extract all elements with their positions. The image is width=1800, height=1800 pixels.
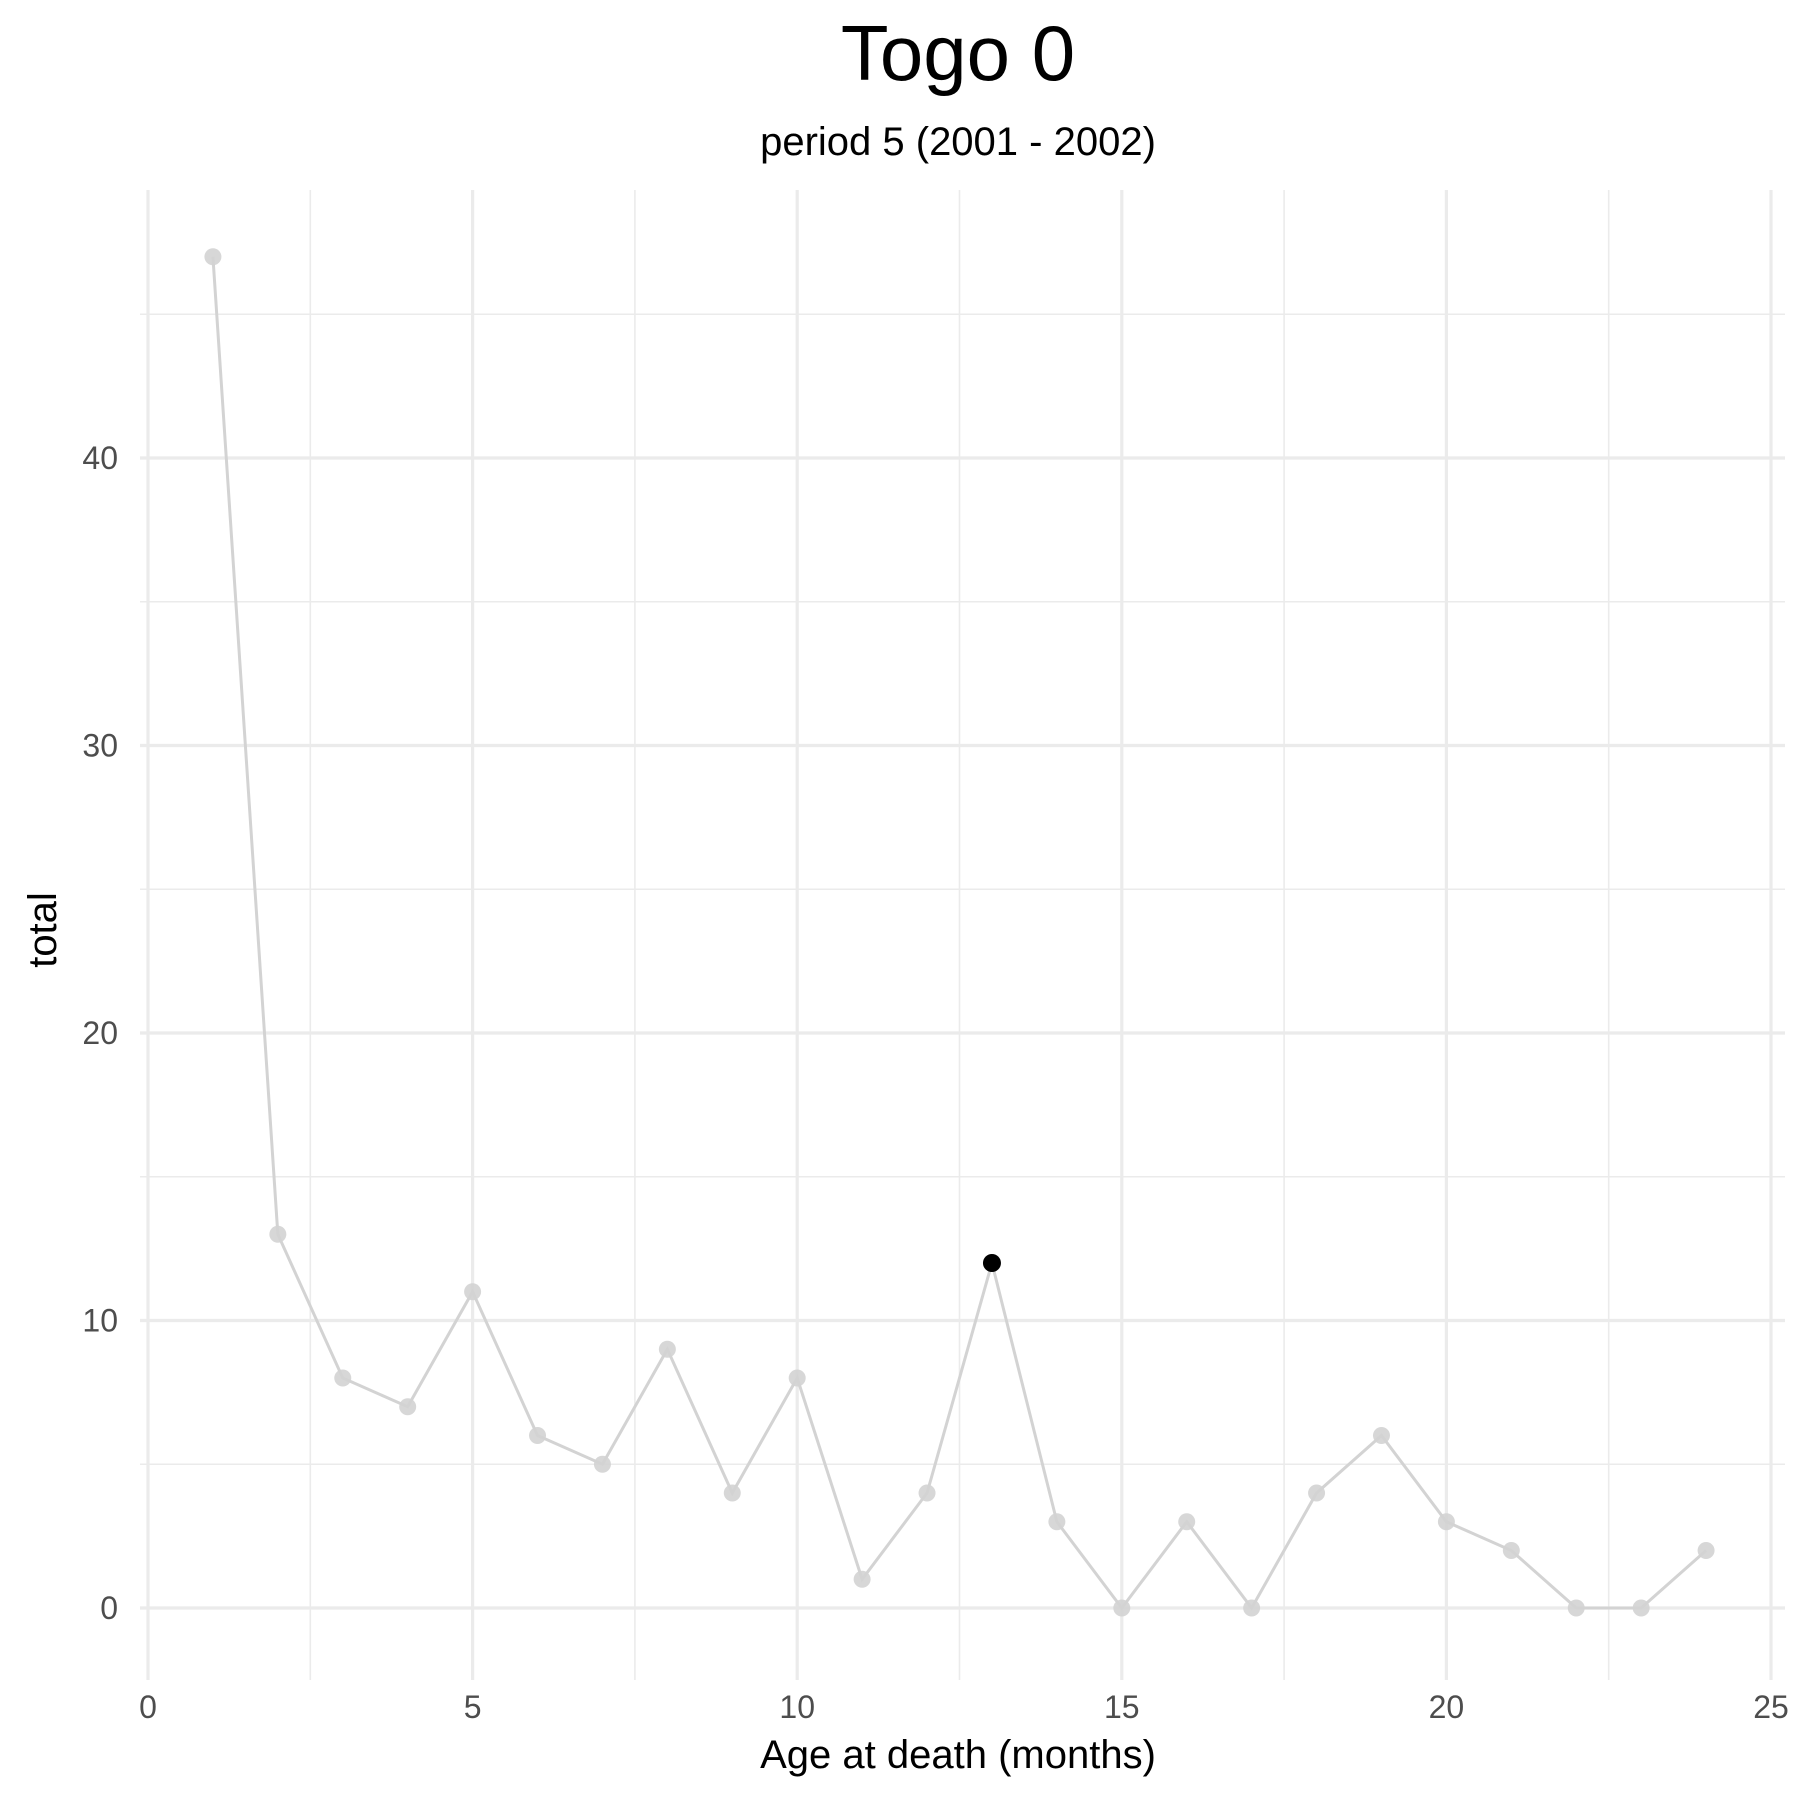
chart-subtitle: period 5 (2001 - 2002) xyxy=(760,120,1156,164)
data-point xyxy=(1308,1484,1326,1502)
y-tick-label: 0 xyxy=(100,1590,118,1626)
x-tick-label: 15 xyxy=(1104,1689,1140,1725)
x-tick-label: 25 xyxy=(1753,1689,1789,1725)
data-point xyxy=(529,1427,547,1444)
data-point xyxy=(593,1455,611,1473)
series-line xyxy=(211,256,1708,1611)
x-tick-label: 0 xyxy=(139,1689,157,1725)
x-tick-label: 5 xyxy=(464,1689,482,1725)
data-point xyxy=(658,1340,676,1358)
data-point xyxy=(723,1484,741,1502)
y-tick-label: 40 xyxy=(82,440,118,476)
x-tick-label: 20 xyxy=(1429,1689,1465,1725)
data-point xyxy=(1502,1542,1520,1559)
data-point xyxy=(788,1369,806,1387)
y-tick-label: 30 xyxy=(82,728,118,764)
minor-gridlines xyxy=(140,190,1785,1680)
data-point xyxy=(1437,1513,1455,1531)
chart-title: Togo 0 xyxy=(841,9,1075,97)
data-point xyxy=(853,1570,871,1588)
series-layer xyxy=(204,248,1715,1617)
data-point xyxy=(1697,1542,1715,1559)
x-tick-label: 10 xyxy=(779,1689,815,1725)
tick-labels: 0 5 10 15 20 25 0 10 20 30 40 xyxy=(82,440,1788,1725)
data-point xyxy=(918,1484,936,1502)
data-point xyxy=(1243,1599,1261,1617)
data-point xyxy=(1567,1599,1585,1617)
y-tick-label: 20 xyxy=(82,1015,118,1051)
data-point xyxy=(1372,1427,1390,1444)
data-point xyxy=(464,1283,482,1301)
data-point xyxy=(1113,1599,1131,1617)
y-axis-label: total xyxy=(21,892,65,968)
data-point xyxy=(204,248,222,266)
x-axis-label: Age at death (months) xyxy=(760,1733,1156,1777)
data-point xyxy=(399,1398,417,1416)
data-point xyxy=(1178,1513,1196,1531)
data-point xyxy=(269,1225,287,1243)
major-gridlines xyxy=(140,190,1785,1680)
data-point xyxy=(1632,1599,1650,1617)
highlight-point xyxy=(982,1254,1001,1272)
data-point xyxy=(334,1369,352,1387)
y-tick-label: 10 xyxy=(82,1303,118,1339)
data-point xyxy=(1048,1513,1066,1531)
